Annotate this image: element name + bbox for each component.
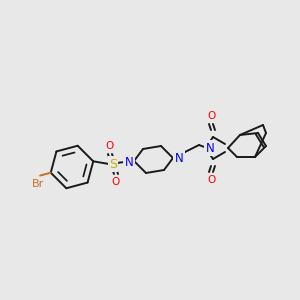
Text: O: O [207,175,215,185]
Text: S: S [109,158,117,170]
Text: O: O [207,111,215,121]
Text: N: N [206,142,214,154]
Text: N: N [124,155,134,169]
Text: O: O [106,141,114,151]
Text: O: O [112,177,120,187]
Text: Br: Br [32,178,44,188]
Text: N: N [175,152,183,164]
